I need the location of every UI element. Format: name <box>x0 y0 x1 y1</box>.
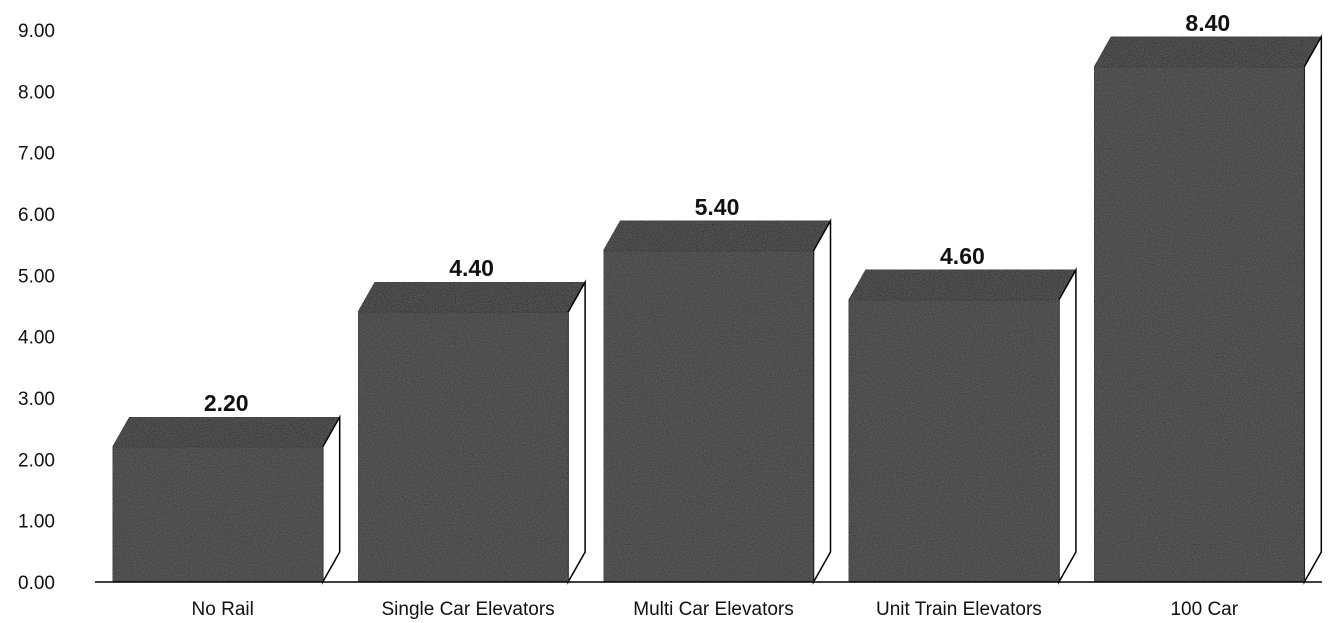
bar <box>848 267 1077 585</box>
bar <box>357 279 586 585</box>
x-category-label: Single Car Elevators <box>381 599 554 620</box>
bar-top-face <box>602 220 832 252</box>
bar <box>602 217 832 585</box>
bar-value-label: 8.40 <box>1185 10 1230 36</box>
bars-group: 2.20 4.40 5.40 4.60 8.40 <box>111 10 1323 585</box>
bar <box>1093 33 1323 585</box>
bar-top-face <box>1093 36 1323 68</box>
bar-top-face <box>357 281 586 313</box>
y-tick-label: 7.00 <box>18 144 55 165</box>
bar-front-face <box>357 311 569 583</box>
bar-front-face <box>112 446 324 583</box>
y-tick-label: 3.00 <box>18 389 55 410</box>
bar-value-label: 2.20 <box>204 390 249 416</box>
y-tick-label: 5.00 <box>18 266 55 287</box>
x-category-label: Unit Train Elevators <box>876 599 1042 620</box>
x-category-label: 100 Car <box>1170 599 1238 620</box>
y-tick-label: 8.00 <box>18 82 55 103</box>
x-axis: No Rail Single Car Elevators Multi Car Ele… <box>95 581 1322 620</box>
bar-top-face <box>848 269 1077 301</box>
bar-value-label: 4.40 <box>449 255 494 281</box>
bar-value-label: 5.40 <box>695 194 740 220</box>
bar-front-face <box>1093 66 1305 583</box>
y-tick-label: 0.00 <box>18 573 55 594</box>
bar-top-face <box>111 416 341 448</box>
x-category-label: No Rail <box>192 599 254 620</box>
y-tick-label: 6.00 <box>18 205 55 226</box>
bar <box>111 414 341 585</box>
y-tick-label: 2.00 <box>18 450 55 471</box>
bar-side-face <box>321 414 341 585</box>
y-tick-label: 1.00 <box>18 512 55 533</box>
bar-side-face <box>1303 33 1323 585</box>
y-tick-label: 4.00 <box>18 328 55 349</box>
bar-value-label: 4.60 <box>940 243 985 269</box>
bar-side-face <box>567 279 586 585</box>
y-tick-label: 9.00 <box>18 21 55 42</box>
bar-front-face <box>603 250 814 583</box>
y-axis: 0.00 1.00 2.00 3.00 4.00 5.00 6.00 7.00 8.00 9.00 <box>18 21 55 594</box>
x-category-label: Multi Car Elevators <box>633 599 794 620</box>
bar-side-face <box>812 217 832 585</box>
bar-front-face <box>848 299 1060 583</box>
bar-side-face <box>1058 267 1077 585</box>
